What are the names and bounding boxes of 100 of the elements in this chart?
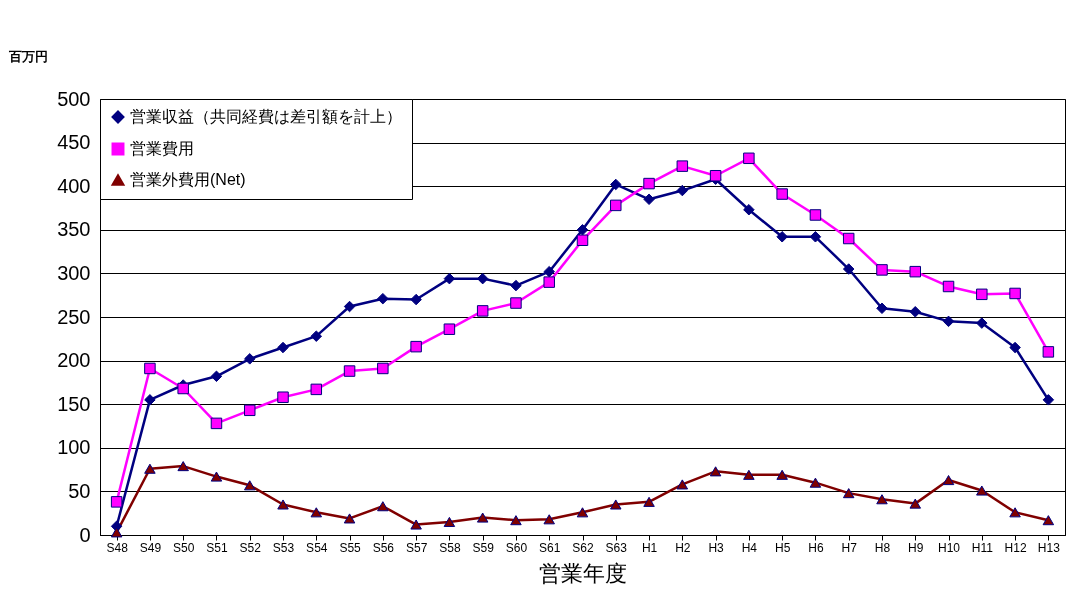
point [610,199,622,212]
point [876,264,888,276]
point [210,370,223,383]
x-tick-label: S62 [572,540,594,555]
legend-label: 営業外費用(Net) [130,171,246,188]
point [942,475,955,486]
x-tick-label: S55 [339,540,362,555]
point [776,188,788,200]
point [410,519,422,530]
point [576,507,589,518]
point [510,279,522,292]
point [310,330,323,342]
point [842,263,855,275]
point [976,485,988,496]
point [377,292,389,305]
point [476,512,489,523]
point [643,193,655,206]
point [909,306,921,318]
point [809,231,822,243]
point [410,293,422,306]
point [110,527,123,538]
x-tick-label: H8 [874,540,891,555]
point [110,496,123,508]
x-tick-label: H4 [741,540,758,555]
point [1009,287,1021,300]
point [543,265,555,278]
point [909,498,921,509]
point [476,305,489,317]
point [244,480,256,491]
point [310,383,323,396]
point [510,515,522,526]
point [343,300,356,313]
point [909,265,921,278]
x-tick-label: S49 [139,540,162,555]
y-tick-label: 500 [57,87,91,110]
point [576,234,589,247]
point [177,382,189,395]
point [210,471,223,482]
x-tick-label: H6 [808,540,824,555]
x-tick-label: H13 [1037,540,1061,555]
point [543,276,555,288]
y-tick-label: 450 [57,131,91,154]
x-tick-label: H2 [675,540,691,555]
point [543,514,555,525]
point [743,469,755,480]
point [976,288,988,301]
x-tick-label: S53 [272,540,295,555]
x-tick-label: S59 [472,540,495,555]
point [743,204,755,216]
point [842,488,855,499]
point [343,513,356,524]
x-tick-label: S63 [605,540,628,555]
x-tick-label: H3 [708,540,725,555]
point [343,365,356,377]
point [277,391,289,403]
x-tick-label: S51 [206,540,228,555]
point [709,466,722,477]
x-tick-label: H7 [841,540,858,555]
point [144,394,156,406]
x-tick-label: H12 [1004,540,1027,555]
x-tick-label: S50 [173,540,195,555]
x-tick-label: S52 [239,540,262,555]
point [809,209,822,221]
point [876,494,888,505]
point [1042,515,1055,526]
x-tick-label: S61 [539,540,561,555]
x-tick-label: S56 [372,540,395,555]
point [709,169,722,182]
y-tick-label: 250 [57,305,91,328]
x-tick-label: H5 [774,540,791,555]
y-tick-label: 100 [57,436,91,459]
point [1009,341,1021,354]
y-tick-label: 50 [68,479,91,502]
x-tick-label: S57 [405,540,428,555]
point [277,499,289,510]
point [776,231,788,243]
y-tick-label: 0 [79,523,91,546]
point [576,224,589,236]
point [244,404,256,417]
point [144,362,156,375]
point [177,461,189,472]
point [942,315,955,328]
point [643,496,655,507]
point [277,341,289,354]
x-tick-label: H10 [938,540,961,555]
point [410,340,422,353]
x-tick-label: H1 [641,540,658,555]
legend-label: 営業費用 [130,140,194,157]
point [244,353,256,365]
x-tick-label: S54 [306,540,328,555]
y-axis-title: 百万円 [7,48,48,64]
point [210,417,223,430]
point [676,160,689,172]
point [510,297,522,309]
y-tick-label: 200 [57,349,91,372]
x-axis-title: 営業年度 [539,560,627,586]
point [1042,394,1055,406]
point [377,501,389,512]
x-tick-label: H11 [971,540,994,555]
y-tick-label: 150 [57,392,91,415]
